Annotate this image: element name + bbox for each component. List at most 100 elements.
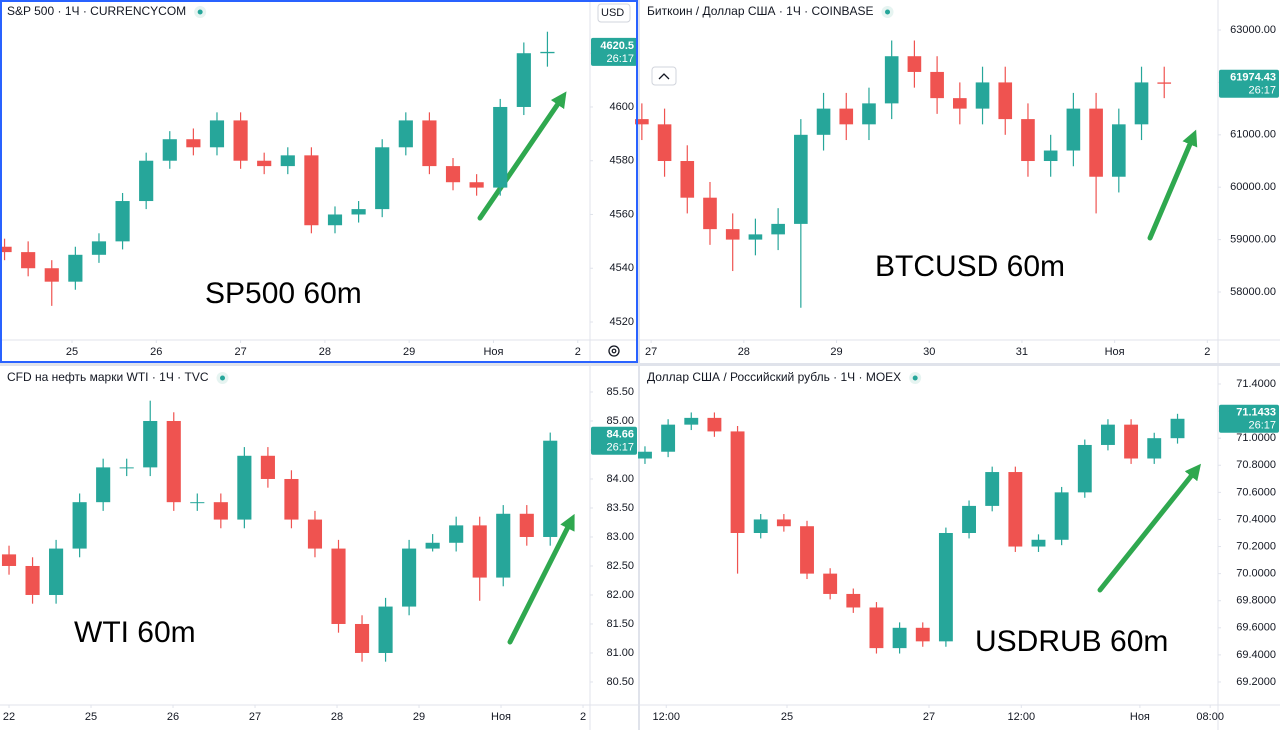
- y-tick-label: 70.2000: [1236, 540, 1276, 552]
- candle-body: [496, 513, 511, 578]
- y-tick-label: 59000.00: [1230, 234, 1276, 246]
- settings-icon[interactable]: [608, 345, 620, 357]
- y-tick-label: 61000.00: [1230, 129, 1276, 141]
- candle-body: [635, 119, 649, 125]
- candle-body: [1054, 492, 1069, 540]
- candle-body: [748, 234, 763, 240]
- x-tick-label: 22: [3, 711, 15, 723]
- candle-body: [1134, 82, 1149, 125]
- y-tick-label: 85.50: [606, 386, 634, 398]
- chart-title: CFD на нефть марки WTI · 1Ч · TVC: [7, 370, 209, 384]
- arrow: [507, 513, 575, 645]
- candle-body: [707, 417, 722, 432]
- candle-body: [794, 134, 808, 224]
- y-tick-label: 81.00: [606, 647, 634, 659]
- x-tick-label: 31: [1016, 346, 1028, 358]
- candle-body: [1147, 438, 1162, 459]
- charts: 4520454045604580460046202526272829Ноя2S&…: [0, 3, 1279, 723]
- candle-body: [91, 241, 107, 255]
- y-tick-label: 4600: [610, 101, 634, 113]
- candle-body: [540, 51, 555, 54]
- candle-body: [398, 120, 413, 148]
- x-tick-label: Ноя: [1130, 711, 1150, 723]
- arrow: [1097, 463, 1201, 593]
- candle-body: [166, 420, 181, 503]
- candle-body: [725, 229, 740, 240]
- currency-label[interactable]: USD: [601, 7, 624, 19]
- candle-body: [839, 108, 854, 125]
- candle-body: [0, 246, 12, 253]
- candle-body: [209, 120, 225, 148]
- y-tick-label: 58000.00: [1230, 286, 1276, 298]
- candle-body: [354, 623, 370, 653]
- candle-body: [776, 519, 791, 527]
- candle-body: [449, 525, 464, 543]
- candle-body: [143, 420, 158, 468]
- candle-body: [260, 455, 275, 479]
- y-tick-label: 70.6000: [1236, 486, 1276, 498]
- candle-body: [422, 120, 437, 167]
- timer-text: 26:17: [1248, 85, 1276, 97]
- candle-body: [771, 223, 785, 235]
- chart-title: Доллар США / Российский рубль · 1Ч · MOE…: [647, 370, 901, 384]
- y-tick-label: 81.50: [606, 618, 634, 630]
- candle-body: [213, 502, 228, 520]
- y-tick-label: 63000.00: [1230, 24, 1276, 36]
- timer-text: 26:17: [606, 442, 634, 454]
- candle-body: [975, 82, 990, 109]
- candle-body: [1, 554, 17, 566]
- x-tick-label: 28: [319, 346, 331, 358]
- candle-body: [962, 505, 976, 533]
- candle-body: [907, 56, 922, 72]
- x-tick-label: 28: [738, 346, 750, 358]
- candle-body: [119, 467, 134, 469]
- candle-body: [190, 502, 205, 504]
- candle-body: [953, 98, 967, 109]
- candle-body: [1089, 108, 1103, 177]
- x-tick-label: Ноя: [1105, 346, 1125, 358]
- candle-body: [186, 139, 201, 148]
- candle-body: [472, 525, 487, 578]
- y-tick-label: 83.50: [606, 502, 634, 514]
- x-tick-label: 26: [150, 346, 162, 358]
- candle-body: [684, 417, 699, 425]
- x-tick-label: 2: [1204, 346, 1210, 358]
- x-tick-label: 25: [85, 711, 97, 723]
- divider: [0, 363, 1280, 366]
- candle-body: [1043, 150, 1058, 162]
- y-tick-label: 4520: [610, 316, 634, 328]
- annotation: SP500 60m: [205, 277, 362, 310]
- x-tick-label: 29: [413, 711, 425, 723]
- timer-text: 26:17: [1248, 420, 1276, 432]
- y-tick-label: 70.0000: [1236, 568, 1276, 580]
- candle-body: [25, 565, 40, 595]
- candle-body: [938, 532, 953, 642]
- x-tick-label: Ноя: [483, 346, 503, 358]
- annotation: WTI 60m: [74, 616, 196, 649]
- candle-body: [1066, 108, 1081, 151]
- currency-button: [597, 3, 631, 23]
- candle-body: [543, 440, 558, 537]
- candle-body: [68, 254, 83, 282]
- y-tick-label: 69.2000: [1236, 676, 1276, 688]
- y-tick-label: 69.8000: [1236, 595, 1276, 607]
- price-label: [591, 426, 637, 455]
- candle-body: [375, 147, 390, 210]
- x-tick-label: 28: [331, 711, 343, 723]
- candle-body: [1008, 472, 1023, 547]
- collapse-button[interactable]: [651, 66, 677, 86]
- x-tick-label: 25: [781, 711, 793, 723]
- y-tick-label: 4580: [610, 155, 634, 167]
- candle-body: [1111, 124, 1126, 177]
- candle-body: [139, 160, 154, 202]
- candle-body: [237, 455, 252, 520]
- x-tick-label: 2: [575, 346, 581, 358]
- candle-body: [730, 431, 745, 533]
- candle-body: [823, 573, 838, 594]
- y-tick-label: 4560: [610, 208, 634, 220]
- status-dot: [885, 9, 891, 15]
- candle-body: [892, 627, 907, 649]
- x-tick-label: 12:00: [653, 711, 681, 723]
